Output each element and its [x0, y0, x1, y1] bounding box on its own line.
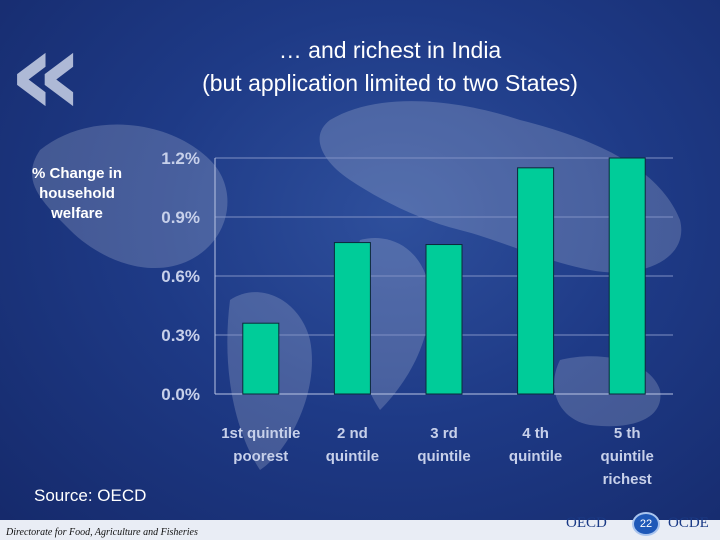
- y-axis-label-line: welfare: [51, 205, 103, 222]
- x-category-label: richest: [603, 471, 652, 488]
- x-category-label: 3 rd: [430, 425, 458, 442]
- x-category-label: 5 th: [614, 425, 641, 442]
- y-tick-label: 0.0%: [161, 385, 200, 404]
- bar: [333, 242, 371, 395]
- x-category-label: 2 nd: [337, 425, 368, 442]
- y-tick-label: 0.6%: [161, 267, 200, 286]
- title-line-1: … and richest in India: [278, 37, 502, 63]
- x-category-label: quintile: [601, 448, 654, 465]
- y-tick-label: 0.3%: [161, 326, 200, 345]
- bar: [517, 167, 555, 395]
- x-category-label: poorest: [233, 448, 288, 465]
- y-axis-label-line: household: [39, 185, 115, 202]
- y-tick-label: 0.9%: [161, 208, 200, 227]
- bar: [608, 157, 646, 395]
- y-tick-label: 1.2%: [161, 149, 200, 168]
- oecd-logo-text: OECD: [566, 515, 607, 531]
- bar: [425, 244, 463, 395]
- page-number-badge: 22: [632, 512, 660, 536]
- x-category-label: quintile: [509, 448, 562, 465]
- y-axis-label-line: % Change in: [31, 165, 122, 182]
- x-category-label: quintile: [417, 448, 470, 465]
- x-category-label: 4 th: [522, 425, 549, 442]
- source-note: Source: OECD: [34, 486, 147, 505]
- title-line-2: (but application limited to two States): [202, 70, 578, 96]
- footer-bar: [0, 520, 720, 540]
- ocde-logo-text: OCDE: [668, 515, 709, 531]
- x-category-label: quintile: [326, 448, 379, 465]
- y-axis-label: % Change in household welfare: [14, 164, 140, 224]
- x-category-label: 1st quintile: [221, 425, 300, 442]
- slide-title: … and richest in India (but application …: [120, 34, 660, 100]
- bar: [242, 322, 280, 395]
- footer-directorate: Directorate for Food, Agriculture and Fi…: [6, 527, 198, 538]
